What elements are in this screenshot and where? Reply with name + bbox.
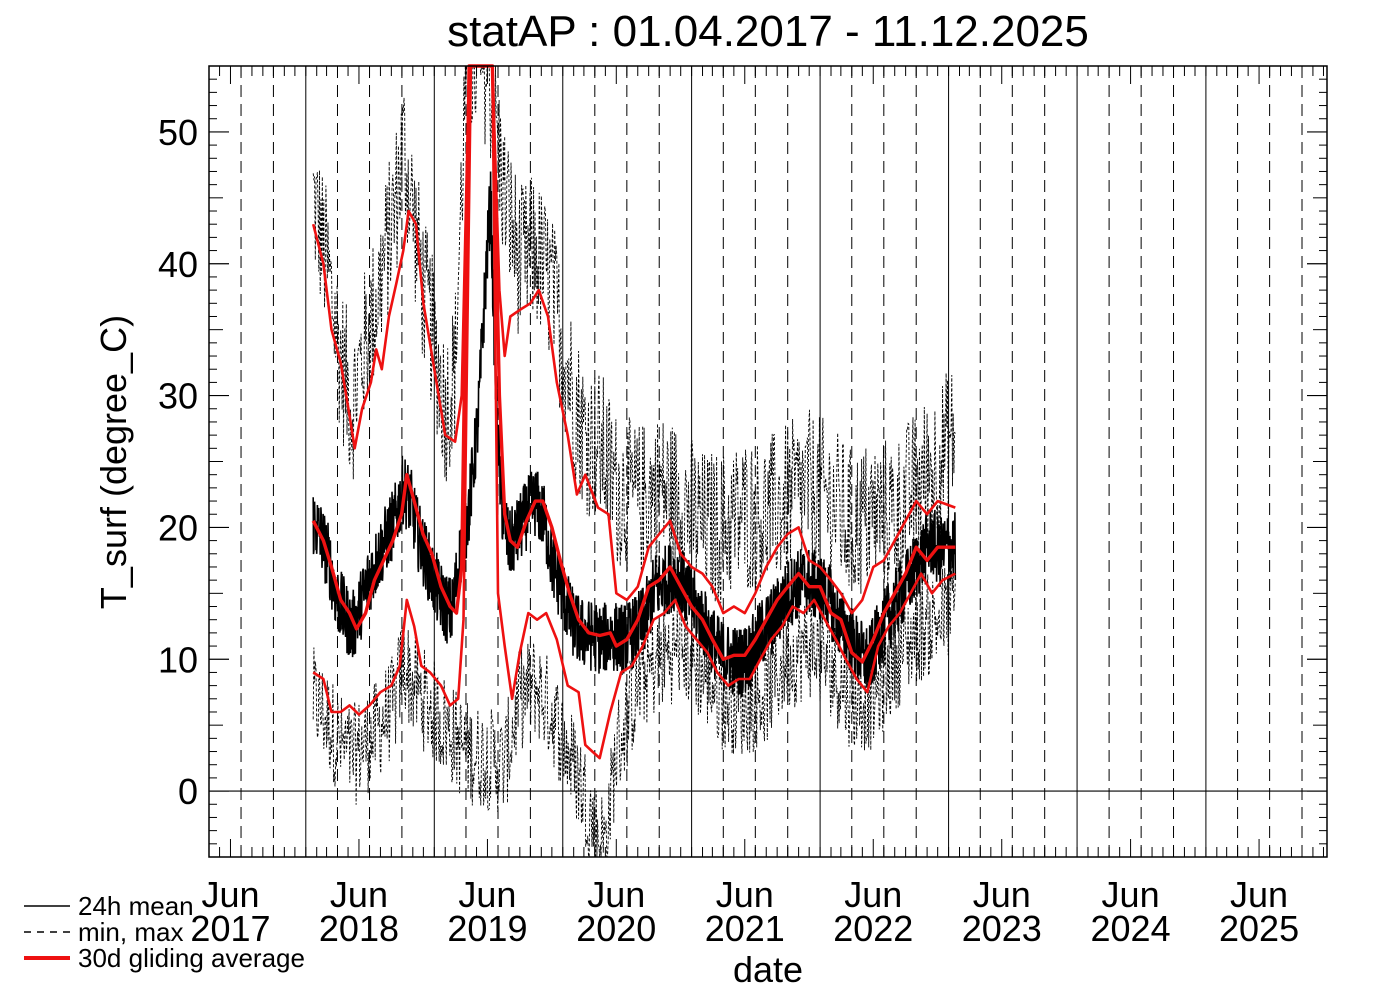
min-max-series: [312, 65, 956, 859]
legend-label: 24h mean: [78, 891, 194, 921]
gliding-average-series: [311, 64, 956, 760]
gliding-average-mean: [311, 64, 956, 664]
x-tick-month: Jun: [201, 874, 259, 915]
x-tick-month: Jun: [973, 874, 1031, 915]
chart-title: statAP : 01.04.2017 - 11.12.2025: [447, 7, 1089, 56]
gliding-average-lower: [312, 64, 956, 760]
x-tick-month: Jun: [844, 874, 902, 915]
x-tick-year: 2017: [190, 908, 270, 949]
x-axis-label: date: [733, 949, 803, 990]
x-tick-month: Jun: [1102, 874, 1160, 915]
y-tick-labels: 0 10 20 30 40 50: [158, 112, 198, 812]
x-tick-year: 2021: [705, 908, 785, 949]
legend-label: min, max: [78, 917, 183, 947]
mean-24h-series: [312, 171, 957, 698]
x-tick-labels: Jun2017Jun2018Jun2019Jun2020Jun2021Jun20…: [190, 874, 1299, 949]
y-tick-label: 20: [158, 507, 198, 548]
mean-24h-line: [312, 171, 957, 698]
y-tick-label: 50: [158, 112, 198, 153]
x-tick-year: 2023: [962, 908, 1042, 949]
min-line: [312, 563, 956, 859]
x-tick-year: 2024: [1091, 908, 1171, 949]
x-tick-year: 2025: [1219, 908, 1299, 949]
y-tick-label: 0: [178, 771, 198, 812]
x-tick-month: Jun: [458, 874, 516, 915]
legend-label: 30d gliding average: [78, 943, 305, 973]
axis-ticks: [209, 65, 1327, 858]
y-tick-label: 40: [158, 244, 198, 285]
x-tick-month: Jun: [330, 874, 388, 915]
y-axis-label: T_surf (degree_C): [93, 315, 134, 609]
x-tick-year: 2019: [447, 908, 527, 949]
y-tick-label: 10: [158, 639, 198, 680]
gliding-average-upper: [311, 64, 956, 615]
x-tick-year: 2018: [319, 908, 399, 949]
x-tick-year: 2022: [833, 908, 913, 949]
x-tick-month: Jun: [1230, 874, 1288, 915]
plot-frame: [208, 65, 1328, 858]
x-tick-month: Jun: [716, 874, 774, 915]
y-tick-label: 30: [158, 376, 198, 417]
x-tick-month: Jun: [587, 874, 645, 915]
x-tick-year: 2020: [576, 908, 656, 949]
